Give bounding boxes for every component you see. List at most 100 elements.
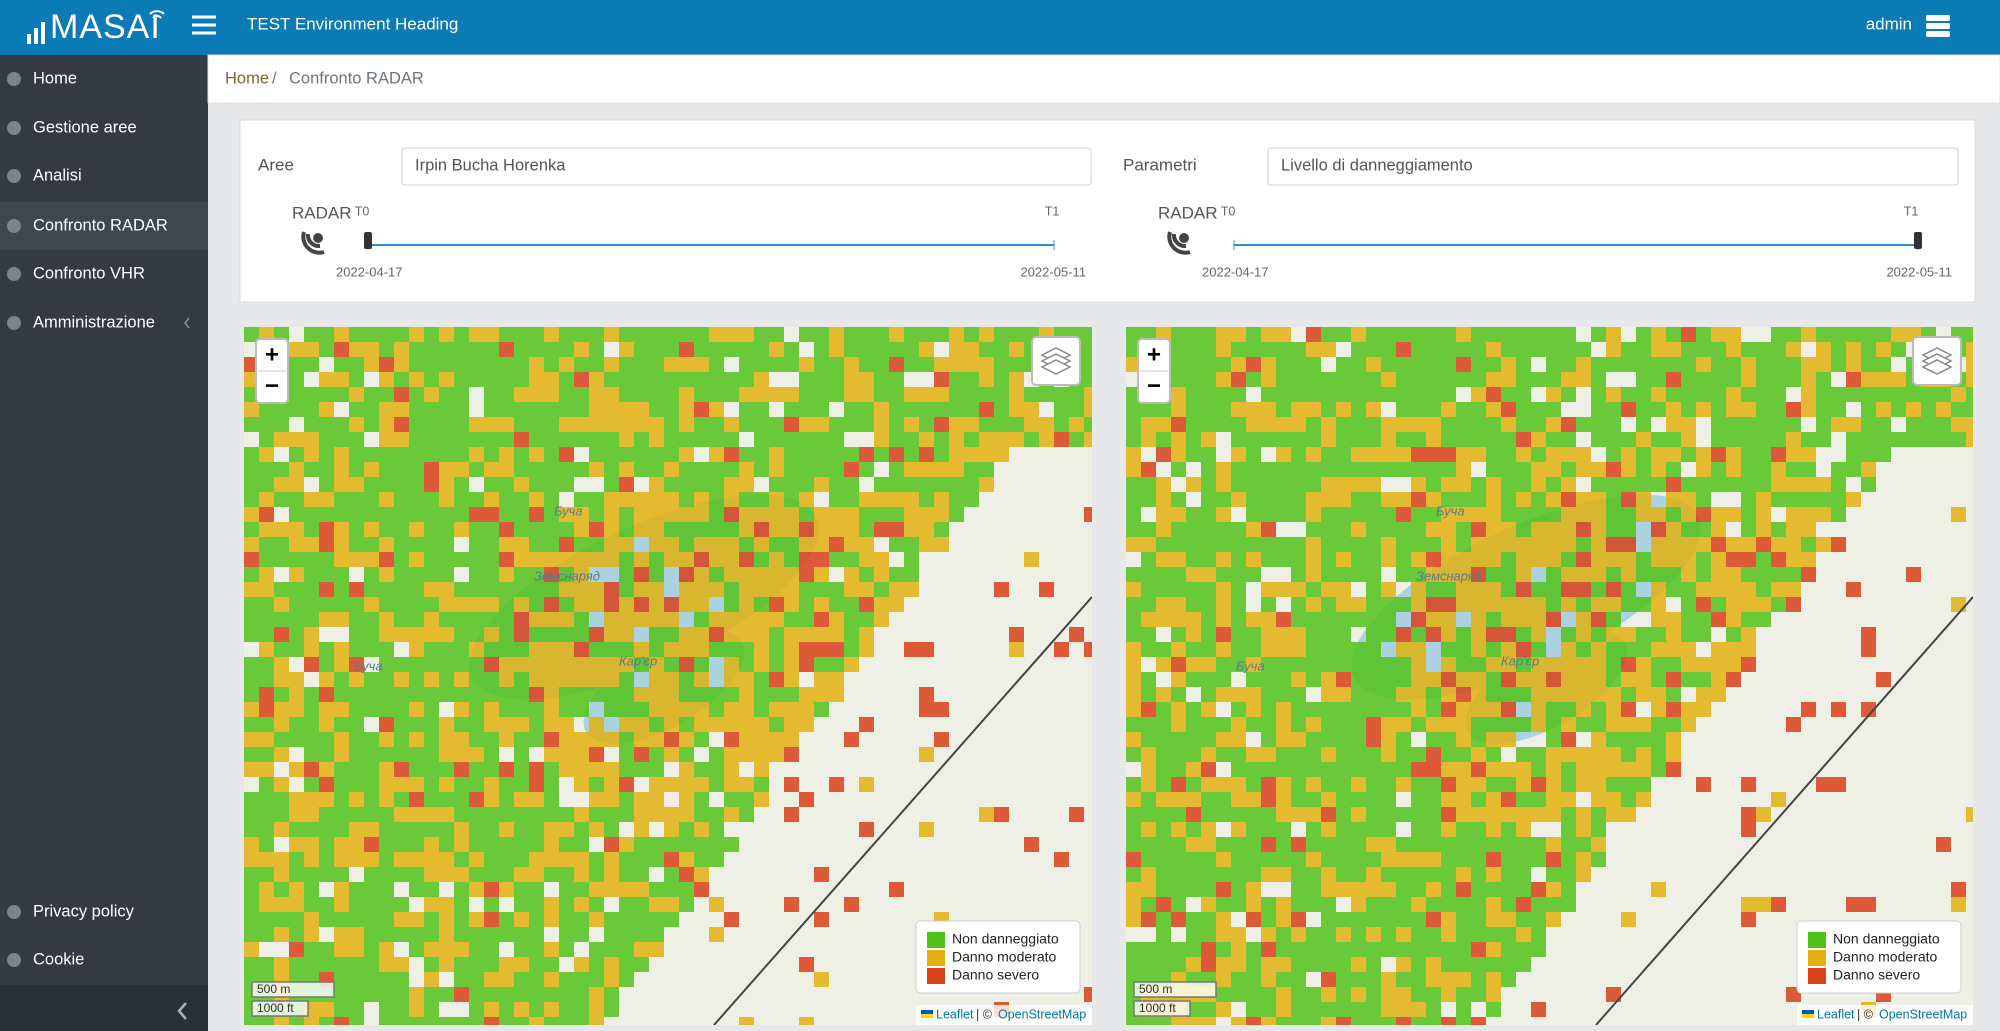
zoom-in[interactable]: + (1147, 341, 1161, 368)
damage-cell (1306, 837, 1321, 852)
nav-item[interactable]: Gestione aree (33, 118, 137, 136)
damage-cell (1756, 537, 1771, 552)
damage-cell (1141, 612, 1156, 627)
attribution-link[interactable]: Leaflet (936, 1007, 974, 1021)
user-menu-icon[interactable] (1926, 23, 1950, 29)
damage-cell (409, 372, 424, 387)
nav-item[interactable]: Analisi (33, 166, 82, 184)
damage-cell (619, 522, 634, 537)
damage-cell (439, 402, 454, 417)
damage-cell (784, 702, 799, 717)
damage-cell (1561, 777, 1576, 792)
damage-cell (1126, 747, 1141, 762)
damage-cell (1621, 567, 1636, 582)
damage-cell (1216, 777, 1231, 792)
damage-cell (1411, 912, 1426, 927)
damage-cell (454, 552, 469, 567)
damage-cell (304, 762, 319, 777)
damage-cell (1276, 1002, 1291, 1017)
user-menu-icon[interactable] (1926, 31, 1950, 37)
damage-cell (1636, 357, 1651, 372)
damage-cell (1246, 567, 1261, 582)
attribution-link[interactable]: Leaflet (1817, 1007, 1855, 1021)
nav-item[interactable]: Confronto RADAR (33, 216, 168, 234)
damage-cell (814, 507, 829, 522)
select-input[interactable] (1267, 147, 1959, 186)
damage-cell (514, 552, 529, 567)
damage-cell (634, 597, 649, 612)
damage-cell (904, 492, 919, 507)
damage-cell (1141, 1017, 1156, 1025)
damage-cell (1291, 357, 1306, 372)
damage-cell (1411, 717, 1426, 732)
damage-cell (334, 417, 349, 432)
attribution-link[interactable]: OpenStreetMap (1879, 1007, 1967, 1021)
damage-cell (544, 912, 559, 927)
damage-cell (799, 522, 814, 537)
damage-cell (1561, 537, 1576, 552)
damage-cell (1411, 597, 1426, 612)
damage-cell (319, 702, 334, 717)
damage-cell (814, 597, 829, 612)
zoom-out[interactable]: − (1147, 372, 1161, 399)
nav-item[interactable]: Amministrazione (33, 313, 155, 331)
damage-cell (1726, 612, 1741, 627)
damage-cell (244, 597, 259, 612)
zoom-in[interactable]: + (265, 341, 279, 368)
slider-handle[interactable] (364, 232, 372, 249)
damage-cell (1381, 372, 1396, 387)
damage-cell (364, 897, 379, 912)
sidebar-collapse[interactable] (0, 985, 208, 1031)
damage-cell (1771, 342, 1786, 357)
damage-cell (1531, 327, 1546, 342)
zoom-out[interactable]: − (265, 372, 279, 399)
slider-handle[interactable] (1914, 232, 1922, 249)
nav-item[interactable]: Confronto VHR (33, 264, 145, 282)
nav-item[interactable]: Privacy policy (33, 902, 135, 920)
damage-cell (1501, 687, 1516, 702)
damage-cell (1216, 897, 1231, 912)
damage-cell (559, 822, 574, 837)
damage-cell (1276, 942, 1291, 957)
damage-cell (799, 642, 814, 657)
damage-cell (814, 582, 829, 597)
damage-cell (1576, 867, 1591, 882)
damage-cell (1501, 822, 1516, 837)
damage-cell (904, 417, 919, 432)
damage-cell (334, 432, 349, 447)
damage-cell (1456, 822, 1471, 837)
damage-cell (1336, 957, 1351, 972)
nav-item[interactable]: Home (33, 69, 77, 87)
menu-toggle[interactable] (192, 15, 216, 19)
damage-cell (1084, 417, 1092, 432)
damage-cell (1351, 642, 1366, 657)
nav-item[interactable]: Cookie (33, 950, 84, 968)
attribution-link[interactable]: OpenStreetMap (998, 1007, 1086, 1021)
damage-cell (1681, 387, 1696, 402)
damage-cell (1186, 927, 1201, 942)
damage-cell (1606, 987, 1621, 1002)
damage-cell (1456, 597, 1471, 612)
user-menu-icon[interactable] (1926, 15, 1950, 21)
damage-cell (409, 447, 424, 462)
select-input[interactable] (401, 147, 1092, 186)
damage-cell (289, 642, 304, 657)
menu-toggle[interactable] (192, 31, 216, 35)
damage-cell (1456, 672, 1471, 687)
damage-cell (499, 807, 514, 822)
damage-cell (1636, 747, 1651, 762)
damage-cell (514, 627, 529, 642)
damage-cell (1501, 717, 1516, 732)
damage-cell (889, 507, 904, 522)
damage-cell (814, 672, 829, 687)
damage-cell (1801, 372, 1816, 387)
damage-cell (409, 507, 424, 522)
user-name[interactable]: admin (1866, 14, 1912, 33)
damage-cell (484, 567, 499, 582)
breadcrumb-link[interactable]: Home (225, 69, 269, 87)
damage-cell (1816, 432, 1831, 447)
menu-toggle[interactable] (192, 23, 216, 27)
damage-cell (664, 867, 679, 882)
